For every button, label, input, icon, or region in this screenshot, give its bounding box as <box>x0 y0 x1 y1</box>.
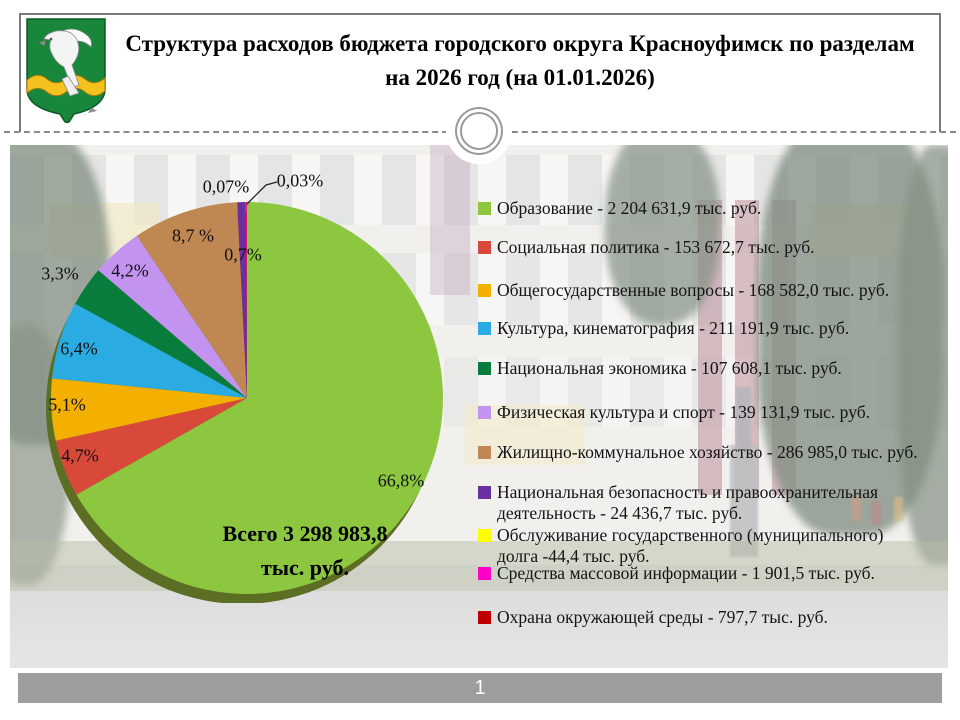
legend-label: Культура, кинематография - 211 191,9 тыс… <box>497 318 850 338</box>
legend-item: Национальная экономика - 107 608,1 тыс. … <box>478 358 948 379</box>
background-photo: 66,8% 4,7% 5,1% 6,4% 3,3% 4,2% 8,7 % 0,7% 0,07% 0… <box>10 145 948 668</box>
divider-circle-ornament <box>460 112 498 150</box>
pie-slice-0 <box>76 202 443 594</box>
legend-item: Социальная политика - 153 672,7 тыс. руб… <box>478 237 948 258</box>
legend-item: Образование - 2 204 631,9 тыс. руб. <box>478 198 948 219</box>
pie-percent-label: 0,07% <box>202 176 250 197</box>
pie-total-label: Всего 3 298 983,8 тыс. руб. <box>160 517 450 585</box>
photo-tree <box>898 145 948 565</box>
pie-slice-2 <box>50 378 247 441</box>
page-number: 1 <box>474 677 486 699</box>
legend-item: Национальная безопасность и правоохранит… <box>478 482 948 524</box>
legend-color-swatch <box>478 611 491 624</box>
legend-item: Обслуживание государственного (муниципал… <box>478 525 948 567</box>
pie-percent-label: 8,7 % <box>172 225 214 246</box>
pie-total-line1: Всего 3 298 983,8 <box>222 521 388 546</box>
legend-label: Охрана окружающей среды - 797,7 тыс. руб… <box>497 607 828 627</box>
photo-road <box>10 591 948 668</box>
krasnoufimsk-coat-of-arms-icon <box>26 18 106 124</box>
legend-label: Национальная безопасность и правоохранит… <box>497 482 879 523</box>
legend-color-swatch <box>478 241 491 254</box>
legend-color-swatch <box>478 284 491 297</box>
pie-percent-label: 66,8% <box>377 470 425 491</box>
pie-percent-label: 0,7% <box>224 244 262 265</box>
legend-color-swatch <box>478 567 491 580</box>
photo-statue-pedestal <box>730 445 758 557</box>
photo-tree <box>605 145 720 325</box>
callout-line <box>246 181 278 205</box>
pie-percent-label: 0,03% <box>276 170 324 191</box>
legend-color-swatch <box>478 529 491 542</box>
photo-maroon-column <box>430 145 470 295</box>
pie-percent-label: 4,2% <box>111 260 149 281</box>
legend-color-swatch <box>478 486 491 499</box>
legend-color-swatch <box>478 406 491 419</box>
pie-percent-label: 6,4% <box>60 338 98 359</box>
pie-slice-4 <box>75 270 247 398</box>
pie-slice-5 <box>98 235 247 398</box>
legend-item: Охрана окружающей среды - 797,7 тыс. руб… <box>478 607 948 628</box>
legend-item: Культура, кинематография - 211 191,9 тыс… <box>478 318 948 339</box>
legend-item: Общегосударственные вопросы - 168 582,0 … <box>478 280 948 301</box>
legend-label: Социальная политика - 153 672,7 тыс. руб… <box>497 237 815 257</box>
photo-statue <box>736 387 751 449</box>
legend-item: Средства массовой информации - 1 901,5 т… <box>478 563 948 584</box>
pie-percent-label: 3,3% <box>41 263 79 284</box>
pie-total-line2: тыс. руб. <box>261 555 349 580</box>
legend-color-swatch <box>478 362 491 375</box>
legend-label: Национальная экономика - 107 608,1 тыс. … <box>497 358 842 378</box>
legend-item: Жилищно-коммунальное хозяйство - 286 985… <box>478 442 948 463</box>
slide-title: Структура расходов бюджета городского ок… <box>125 31 915 90</box>
photo-person <box>872 501 881 525</box>
legend-label: Физическая культура и спорт - 139 131,9 … <box>497 402 870 422</box>
photo-person <box>894 497 903 521</box>
legend-label: Общегосударственные вопросы - 168 582,0 … <box>497 280 890 300</box>
pie-chart-svg <box>46 201 443 604</box>
pie-slice-7 <box>237 202 247 398</box>
legend-color-swatch <box>478 446 491 459</box>
legend-label: Жилищно-коммунальное хозяйство - 286 985… <box>497 442 918 462</box>
pie-slice-6 <box>136 202 247 398</box>
legend: Образование - 2 204 631,9 тыс. руб. Социа… <box>478 145 948 668</box>
pie-slice-9 <box>245 201 247 398</box>
photo-person <box>852 497 861 521</box>
pie-slice-3 <box>51 303 248 398</box>
legend-color-swatch <box>478 202 491 215</box>
legend-label: Обслуживание государственного (муниципал… <box>497 525 884 566</box>
pie-slice-1 <box>55 398 247 495</box>
legend-color-swatch <box>478 322 491 335</box>
pie-percent-label: 5,1% <box>48 394 86 415</box>
pie-percent-label: 4,7% <box>61 445 99 466</box>
pie-chart <box>42 193 452 604</box>
legend-label: Средства массовой информации - 1 901,5 т… <box>497 563 875 583</box>
legend-label: Образование - 2 204 631,9 тыс. руб. <box>497 198 762 218</box>
page-number-bar: 1 <box>18 673 942 703</box>
legend-item: Физическая культура и спорт - 139 131,9 … <box>478 402 948 423</box>
